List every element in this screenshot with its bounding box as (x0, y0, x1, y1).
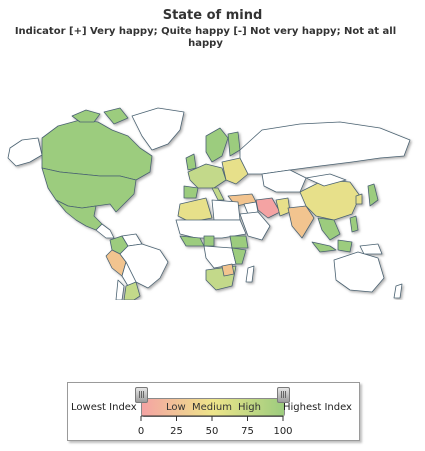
legend-tick-0: 0 (138, 426, 144, 437)
legend-zone-medium: Medium (192, 402, 232, 413)
legend: Lowest Index Low Medium High Highest Ind… (67, 382, 360, 441)
country-canada-islands-2[interactable] (103, 107, 129, 125)
country-japan[interactable] (367, 183, 379, 207)
country-chile[interactable] (115, 279, 125, 300)
country-alaska[interactable] (7, 137, 43, 167)
range-max-handle[interactable] (277, 387, 290, 403)
map-subtitle: Indicator [+] Very happy; Quite happy [-… (14, 26, 397, 49)
legend-tick-25: 25 (170, 426, 183, 437)
country-philippines[interactable] (349, 215, 359, 233)
country-kazakhstan[interactable] (261, 169, 307, 193)
map-title: State of mind (162, 8, 263, 23)
country-east-africa[interactable] (231, 247, 247, 265)
country-libya-egypt[interactable] (211, 199, 241, 221)
country-madagascar[interactable] (245, 265, 255, 283)
legend-tick-75: 75 (241, 426, 254, 437)
country-norway-sweden[interactable] (205, 127, 229, 163)
country-mongolia[interactable] (305, 173, 347, 187)
country-indonesia-2[interactable] (337, 239, 353, 253)
legend-tick-marks (140, 416, 284, 421)
legend-tick-50: 50 (206, 426, 219, 437)
country-western-europe[interactable] (187, 163, 227, 189)
country-papua[interactable] (359, 243, 383, 255)
country-australia[interactable] (333, 251, 385, 293)
country-uk[interactable] (185, 153, 197, 171)
country-korea[interactable] (355, 193, 363, 205)
country-india[interactable] (287, 205, 315, 239)
legend-lowest-label: Lowest Index (71, 402, 137, 413)
country-brazil[interactable] (119, 243, 169, 289)
country-sahel[interactable] (175, 219, 247, 239)
legend-scale: 0 25 50 75 100 (138, 415, 293, 437)
country-spain[interactable] (183, 185, 199, 199)
legend-zone-low: Low (166, 402, 186, 413)
country-nigeria[interactable] (203, 235, 215, 247)
country-russia[interactable] (239, 121, 411, 175)
country-zimbabwe[interactable] (221, 263, 235, 277)
country-eastern-europe[interactable] (221, 157, 249, 185)
country-italy[interactable] (211, 187, 225, 201)
legend-gradient-bar: Low Medium High (141, 398, 285, 417)
legend-tick-100: 100 (273, 426, 292, 437)
country-indonesia[interactable] (311, 241, 337, 253)
country-new-zealand[interactable] (393, 283, 403, 299)
country-morocco-algeria[interactable] (177, 197, 213, 223)
country-canada-islands[interactable] (71, 109, 101, 123)
range-min-handle[interactable] (135, 387, 148, 403)
country-se-asia[interactable] (317, 217, 341, 241)
country-greenland[interactable] (131, 107, 185, 151)
legend-highest-label: Highest Index (283, 402, 352, 413)
country-saudi-arabia[interactable] (239, 211, 271, 241)
country-central-america[interactable] (95, 223, 115, 239)
country-finland[interactable] (227, 131, 241, 157)
country-argentina[interactable] (123, 281, 141, 300)
country-ethiopia[interactable] (229, 235, 249, 249)
world-map (7, 107, 411, 300)
legend-zone-high: High (238, 402, 261, 413)
country-canada[interactable] (41, 119, 153, 181)
